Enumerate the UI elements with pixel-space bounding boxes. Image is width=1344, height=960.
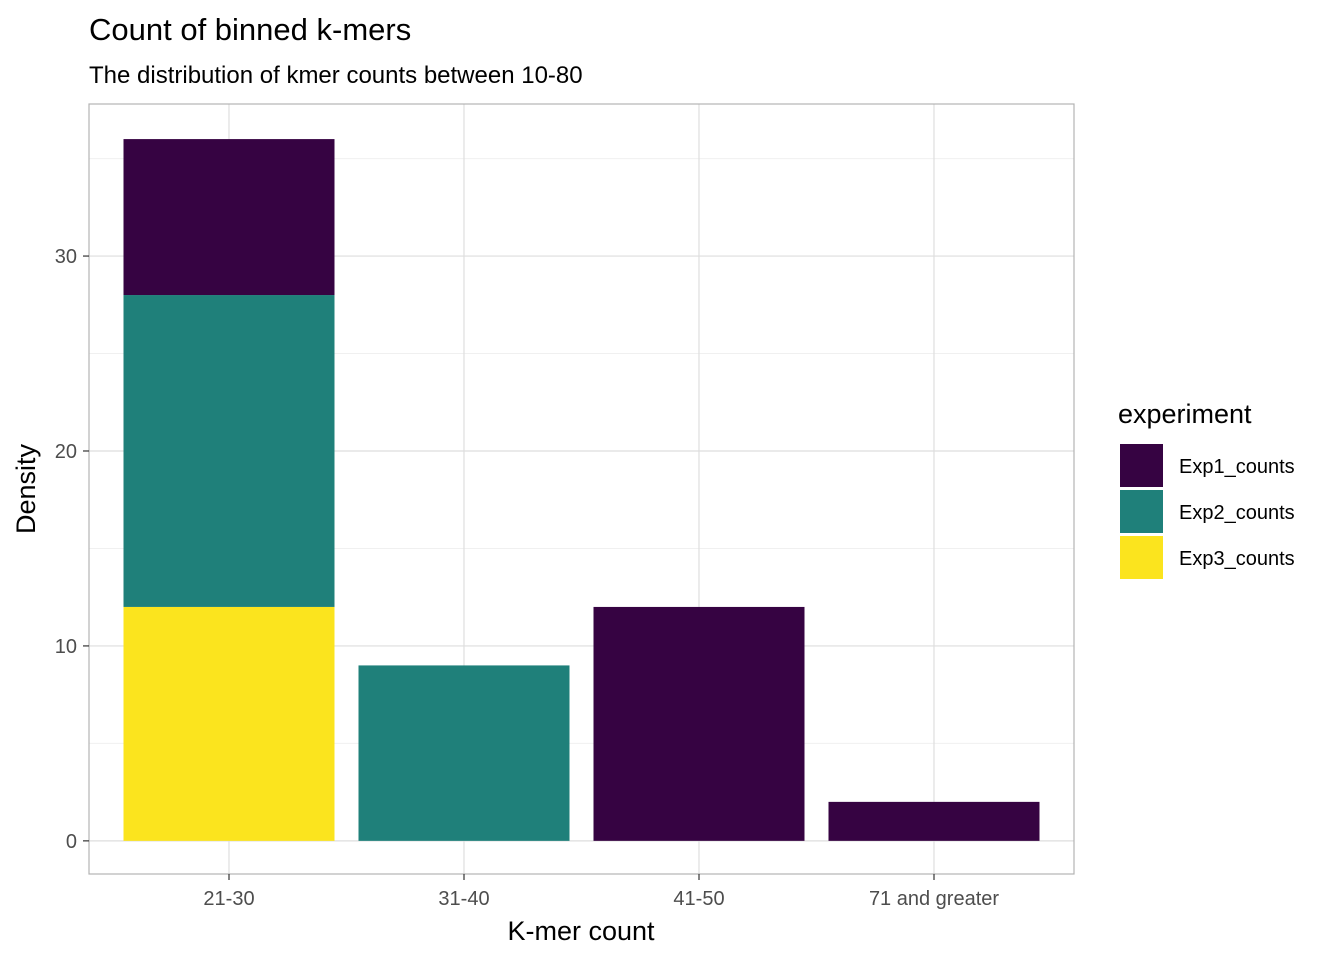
legend-key	[1120, 536, 1163, 579]
y-tick-label: 10	[55, 636, 77, 658]
y-tick-label: 20	[55, 441, 77, 463]
legend: experiment Exp1_counts Exp2_counts Exp3_co…	[1118, 399, 1295, 579]
panel-border	[88, 103, 1075, 875]
chart-subtitle: The distribution of kmer counts between …	[89, 62, 583, 89]
legend-label: Exp2_counts	[1179, 502, 1295, 524]
x-tick-label: 41-50	[673, 888, 724, 910]
legend-key	[1120, 444, 1163, 487]
x-axis-label: K-mer count	[507, 916, 655, 946]
x-tick-label: 71 and greater	[869, 888, 999, 910]
bars	[123, 139, 1040, 841]
x-axis: 21-30 31-40 41-50 71 and greater	[203, 874, 999, 910]
bar-segment	[593, 606, 805, 841]
plot-panel	[88, 103, 1075, 875]
y-tick-label: 0	[66, 831, 77, 853]
y-tick-label: 30	[55, 246, 77, 268]
bar-segment	[123, 295, 335, 607]
x-tick-label: 31-40	[438, 888, 489, 910]
chart-title: Count of binned k-mers	[89, 12, 411, 47]
y-axis: 0 10 20 30	[55, 246, 89, 853]
x-tick-label: 21-30	[203, 888, 254, 910]
bar-segment	[828, 801, 1040, 841]
legend-title: experiment	[1118, 399, 1252, 429]
y-axis-label: Density	[11, 443, 41, 534]
legend-items: Exp1_counts Exp2_counts Exp3_counts	[1120, 444, 1295, 579]
bar-segment	[123, 139, 335, 296]
legend-label: Exp3_counts	[1179, 548, 1295, 570]
bar-segment	[358, 665, 570, 841]
legend-key	[1120, 490, 1163, 533]
bar-segment	[123, 606, 335, 841]
legend-label: Exp1_counts	[1179, 456, 1295, 478]
